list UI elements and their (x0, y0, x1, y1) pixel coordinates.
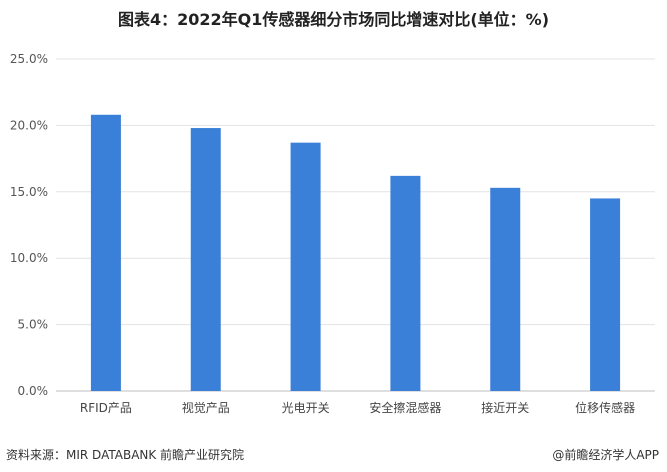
grid-lines (56, 58, 655, 392)
bar (90, 114, 121, 391)
y-tick-label: 25.0% (10, 52, 48, 66)
y-tick-label: 5.0% (18, 318, 49, 332)
x-tick-label: 安全擦混感器 (369, 400, 441, 415)
source-note: 资料来源：MIR DATABANK 前瞻产业研究院 (6, 448, 245, 462)
y-tick-label: 0.0% (18, 384, 49, 398)
bar-chart: 0.0% 5.0% 10.0% 15.0% 20.0% 25.0% RFID产品 视觉产品 光… (10, 52, 655, 415)
x-tick-label: RFID产品 (80, 401, 132, 415)
bar (290, 142, 321, 391)
x-tick-label: 位移传感器 (575, 400, 635, 415)
y-tick-label: 10.0% (10, 251, 48, 265)
y-tick-label: 15.0% (10, 185, 48, 199)
credit-note: @前瞻经济学人APP (552, 448, 659, 462)
x-tick-label: 光电开关 (282, 401, 330, 415)
x-axis-ticks: RFID产品 视觉产品 光电开关 安全擦混感器 接近开关 位移传感器 (80, 400, 635, 415)
bars (90, 114, 621, 391)
bar (190, 128, 221, 391)
x-tick-label: 视觉产品 (182, 400, 230, 415)
bar (590, 198, 621, 391)
x-tick-label: 接近开关 (481, 400, 529, 415)
y-axis-ticks: 0.0% 5.0% 10.0% 15.0% 20.0% 25.0% (10, 52, 48, 398)
bar (390, 175, 421, 391)
y-tick-label: 20.0% (10, 118, 48, 132)
chart-title: 图表4：2022年Q1传感器细分市场同比增速对比(单位：%) (117, 10, 550, 29)
bar (490, 187, 521, 391)
